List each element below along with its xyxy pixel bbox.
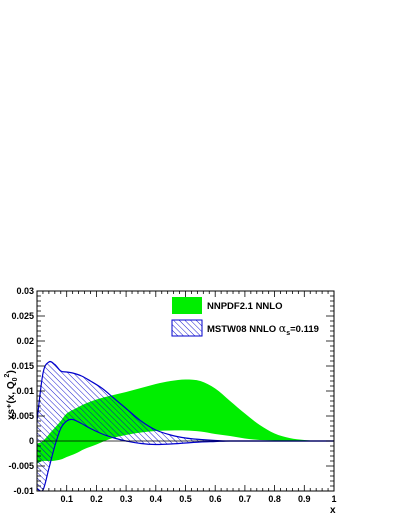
y-axis-label-base: xs⁺(x, Q xyxy=(6,381,17,420)
y-tick-label: 0.01 xyxy=(16,386,34,396)
x-tick-label: 0.1 xyxy=(60,494,73,504)
x-tick-label: 0.2 xyxy=(90,494,103,504)
y-tick-label: -0.01 xyxy=(13,486,34,496)
x-tick-label: 0.4 xyxy=(150,494,163,504)
x-axis: 0.1 0.2 0.3 0.4 0.5 0.6 0.7 0.8 0.9 1 xyxy=(36,291,337,504)
svg-text:xs⁺(x, Q02): xs⁺(x, Q02) xyxy=(4,370,19,420)
bands-layer xyxy=(37,360,334,491)
y-tick-label: -0.005 xyxy=(8,461,34,471)
x-tick-label: 0.7 xyxy=(239,494,252,504)
x-tick-label: 0.8 xyxy=(268,494,281,504)
y-tick-label: 0 xyxy=(29,436,34,446)
y-axis-label: xs⁺(x, Q02) xyxy=(4,370,19,420)
legend-swatch-nnpdf xyxy=(172,297,202,314)
y-tick-label: 0.025 xyxy=(11,311,34,321)
y-tick-label: 0.005 xyxy=(11,411,34,421)
x-axis-label: x xyxy=(330,505,336,516)
legend-swatch-mstw xyxy=(171,319,203,337)
x-tick-label: 0.3 xyxy=(120,494,133,504)
band-mstw xyxy=(37,361,334,491)
y-axis-label-sup: 2 xyxy=(4,373,11,377)
y-axis-label-sub: 0 xyxy=(12,377,19,381)
y-tick-label: 0.02 xyxy=(16,336,34,346)
x-tick-label: 0.9 xyxy=(298,494,311,504)
legend-label-nnpdf: NNPDF2.1 NNLO xyxy=(207,301,282,312)
y-tick-label: 0.015 xyxy=(11,361,34,371)
y-axis: -0.01 -0.005 0 0.005 0.01 0.015 0.02 0.025 0.03 xyxy=(8,286,334,496)
x-tick-label: 0.5 xyxy=(179,494,192,504)
y-tick-label: 0.03 xyxy=(16,286,34,296)
legend: NNPDF2.1 NNLO MSTW08 NNLO αs=0.119 xyxy=(171,297,319,337)
legend-label-mstw: MSTW08 NNLO αs=0.119 xyxy=(207,322,319,337)
x-tick-label: 1 xyxy=(331,494,336,504)
y-axis-label-close: ) xyxy=(6,370,17,373)
x-tick-label: 0.6 xyxy=(209,494,222,504)
